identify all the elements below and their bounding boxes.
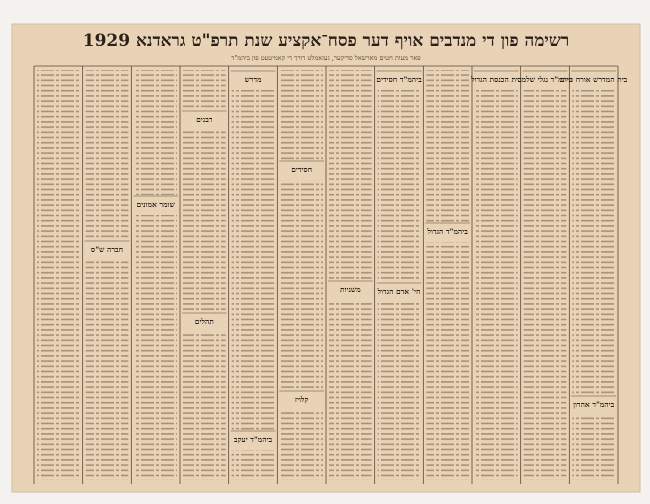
section-heading: ביהמ"ד יעקב	[234, 435, 273, 444]
text-lines	[231, 450, 275, 480]
text-lines	[37, 70, 80, 480]
section-heading: משניות	[340, 285, 361, 294]
section-heading: מדרש	[244, 75, 262, 84]
text-lines	[426, 242, 469, 480]
section-heading: שומר אמונים	[137, 200, 176, 209]
section-heading: ביהמ"ד נגלי שלמה	[517, 75, 572, 84]
text-lines	[377, 90, 421, 282]
text-lines	[523, 90, 567, 480]
text-lines	[572, 415, 615, 480]
section-heading: חסידים	[291, 165, 312, 174]
section-heading: ביהמ"ד הגדול	[427, 227, 469, 236]
section-heading: חי' אדם הגדול	[377, 287, 421, 296]
text-lines	[183, 130, 226, 312]
text-lines	[280, 180, 323, 390]
text-lines	[134, 70, 177, 195]
text-lines	[280, 70, 323, 160]
section-heading: קלויז	[295, 395, 309, 404]
text-lines	[85, 260, 129, 480]
section-heading: רבנים	[196, 115, 213, 124]
section-heading: תהלים	[195, 317, 214, 326]
text-lines	[329, 70, 372, 280]
section-heading: ביהמ"ד חסידים	[376, 75, 422, 84]
text-lines	[183, 332, 226, 480]
text-lines	[426, 70, 469, 222]
text-lines	[183, 70, 226, 110]
section-heading: בית הכנסת הגדול	[470, 75, 522, 84]
section-heading: ביהמ"ד אהרון	[573, 400, 614, 409]
text-lines	[377, 302, 421, 480]
text-lines	[85, 70, 129, 240]
section-heading: בית המדרש אורח חיים	[560, 75, 628, 84]
text-lines	[134, 215, 177, 480]
text-lines	[475, 90, 518, 480]
text-lines	[572, 90, 615, 395]
text-lines	[231, 90, 275, 430]
section-heading: חברה ש"ס	[91, 245, 123, 254]
text-lines	[280, 410, 323, 480]
subtitle: פאר מעות חטים מארשאל סדיקער, געזאמלט דור…	[231, 54, 421, 62]
text-lines	[329, 300, 372, 480]
title: רשימה פון די מנדבים אויף דער פסח־אקציע ש…	[83, 31, 570, 51]
